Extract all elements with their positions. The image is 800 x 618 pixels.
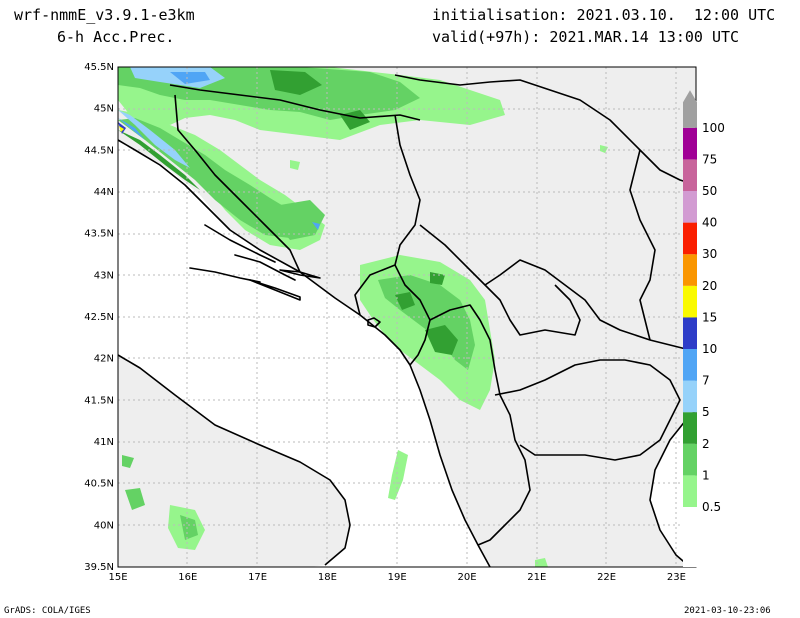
- colorbar-segment: [683, 254, 697, 286]
- kosovo-border: [484, 284, 581, 336]
- island-4: [249, 279, 301, 301]
- serbia-south-border: [419, 224, 691, 351]
- colorbar-label: 15: [702, 310, 717, 324]
- init-time: initialisation: 2021.03.10. 12:00 UTC: [432, 6, 775, 24]
- colorbar-segment: [683, 443, 697, 476]
- albania-border: [429, 304, 531, 546]
- lon-tick-label: 15E: [108, 572, 127, 583]
- bay-of-kotor: [367, 317, 381, 328]
- lon-labels: 15E 16E 17E 18E 19E 20E 21E 22E 23E: [108, 572, 685, 583]
- lat-tick-label: 43N: [94, 270, 114, 281]
- colorbar-label: 2: [702, 437, 710, 451]
- croatia-border: [169, 84, 421, 121]
- credit-text: GrADS: COLA/IGES: [4, 606, 91, 616]
- colorbar-segment: [683, 285, 697, 318]
- colorbar-segment: [683, 380, 697, 413]
- lat-tick-label: 42.5N: [84, 312, 114, 323]
- field-title: 6-h Acc.Prec.: [57, 28, 175, 46]
- lat-tick-label: 41N: [94, 437, 114, 448]
- init-value: 2021.03.10. 12:00 UTC: [576, 6, 776, 24]
- lon-tick-label: 22E: [597, 572, 616, 583]
- valid-label: valid(+97h):: [432, 28, 541, 46]
- colorbar-label: 100: [702, 121, 725, 135]
- island-2: [189, 267, 261, 283]
- lon-tick-label: 16E: [178, 572, 197, 583]
- colorbar-segment: [683, 507, 697, 567]
- lat-tick-label: 39.5N: [84, 562, 114, 573]
- model-title: wrf-nmmE_v3.9.1-e3km: [14, 6, 195, 24]
- lat-tick-label: 40N: [94, 520, 114, 531]
- colorbar-label: 30: [702, 247, 717, 261]
- colorbar-label: 1: [702, 468, 710, 482]
- valid-value: 2021.MAR.14 13:00 UTC: [549, 28, 740, 46]
- bulgaria-border: [629, 149, 656, 341]
- lat-tick-label: 45N: [94, 104, 114, 115]
- serbia-border: [394, 74, 697, 186]
- coastlines-borders: [117, 74, 697, 568]
- colorbar-segment: [683, 127, 697, 160]
- lon-tick-label: 18E: [318, 572, 337, 583]
- macedonia-border: [494, 359, 681, 461]
- lat-labels: 45.5N 45N 44.5N 44N 43.5N 43N 42.5N 42N 41.5N 41N…: [84, 62, 114, 573]
- adriatic-coast: [117, 139, 491, 568]
- lat-tick-label: 41.5N: [84, 395, 114, 406]
- colorbar-segment: [683, 90, 697, 128]
- lon-tick-label: 23E: [667, 572, 686, 583]
- precip-field: [118, 67, 608, 567]
- island-1: [204, 224, 276, 263]
- bosnia-east-border: [354, 114, 421, 316]
- lat-tick-label: 44N: [94, 187, 114, 198]
- lat-tick-label: 42N: [94, 354, 114, 365]
- lon-tick-label: 21E: [527, 572, 546, 583]
- graticule: [118, 67, 696, 567]
- timestamp-text: 2021-03-10-23:06: [684, 606, 771, 616]
- colorbar-segment: [683, 191, 697, 223]
- colorbar-segment: [683, 349, 697, 381]
- colorbar-segment: [683, 159, 697, 191]
- lon-tick-label: 19E: [388, 572, 407, 583]
- bosnia-border: [174, 94, 301, 273]
- colorbar-label: 50: [702, 184, 717, 198]
- island-5: [279, 269, 321, 279]
- colorbar: 0.5 1 2 5 7 10 15 20 30 40 50 75 100: [683, 90, 725, 567]
- colorbar-label: 40: [702, 216, 717, 230]
- italy-coast: [117, 354, 351, 566]
- init-label: initialisation:: [432, 6, 568, 24]
- colorbar-label: 5: [702, 405, 710, 419]
- island-3: [234, 254, 296, 281]
- colorbar-label: 75: [702, 152, 717, 166]
- colorbar-segment: [683, 222, 697, 255]
- lon-tick-label: 17E: [248, 572, 267, 583]
- colorbar-label: 20: [702, 279, 717, 293]
- colorbar-segment: [683, 412, 697, 444]
- valid-time: valid(+97h): 2021.MAR.14 13:00 UTC: [432, 28, 739, 46]
- lon-tick-label: 20E: [457, 572, 476, 583]
- lat-tick-label: 45.5N: [84, 62, 114, 73]
- colorbar-segment: [683, 475, 697, 507]
- lat-tick-label: 43.5N: [84, 229, 114, 240]
- colorbar-label: 7: [702, 374, 710, 388]
- colorbar-label: 0.5: [702, 500, 721, 514]
- lat-tick-label: 44.5N: [84, 145, 114, 156]
- colorbar-label: 10: [702, 342, 717, 356]
- lat-tick-label: 40.5N: [84, 479, 114, 490]
- colorbar-segment: [683, 317, 697, 349]
